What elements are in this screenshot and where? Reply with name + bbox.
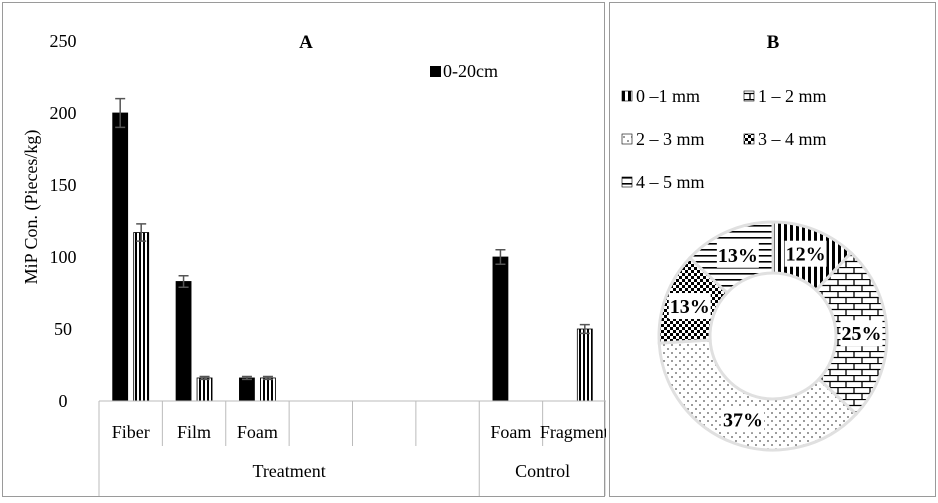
bar	[196, 377, 213, 402]
bar	[576, 328, 593, 402]
error-bar	[136, 223, 147, 242]
slice-label-box	[668, 293, 711, 320]
x-tick-label: Film	[177, 422, 211, 442]
bar	[175, 281, 192, 402]
legend-swatch	[621, 90, 633, 102]
slice-value: 12%	[786, 244, 826, 266]
legend-swatch	[743, 133, 755, 145]
chart-a-panel: A MiP Con. (Pieces/kg) 0 50 100 150 200 250 F…	[2, 2, 609, 497]
y-tick-label: 200	[50, 103, 77, 123]
legend-swatch-solid	[430, 66, 441, 77]
slice-value: 13%	[670, 296, 710, 318]
legend-label: 4 – 5 mm	[636, 172, 705, 192]
legend-label: 1 – 2 mm	[758, 86, 827, 106]
slice-value: 13%	[718, 245, 758, 267]
bar	[239, 377, 255, 402]
bar-chart-a: A MiP Con. (Pieces/kg) 0 50 100 150 200 250 F…	[21, 31, 609, 496]
x-tick-label: Fragment	[540, 422, 606, 442]
legend-entry: 4 – 5 mm	[621, 172, 705, 192]
slice-label: 13%	[716, 241, 759, 268]
x-tick-label: Foam	[237, 422, 278, 442]
legend-label: 0 –1 mm	[636, 86, 700, 106]
legend-entry: 2 – 3 mm	[621, 129, 705, 149]
legend-label: 2 – 3 mm	[636, 129, 705, 149]
error-bar	[262, 375, 273, 381]
bar	[133, 232, 150, 402]
legend-label: 3 – 4 mm	[758, 129, 827, 149]
error-bar	[178, 274, 189, 288]
legend-b: 0 –1 mm 1 – 2 mm 2 – 3 mm 3 – 4 mm 4 – 5 mm	[621, 86, 827, 192]
slice-label-box	[840, 320, 883, 347]
group-label: Control	[515, 461, 570, 481]
y-axis-label: MiP Con. (Pieces/kg)	[21, 130, 42, 285]
slice-value: 25%	[841, 323, 881, 345]
error-bar	[241, 375, 252, 381]
legend-swatch	[621, 133, 633, 145]
slice-label-box	[716, 241, 759, 268]
x-axis: Fiber Film Foam Foam Fragment Treatment Contro…	[98, 400, 609, 496]
legend-entry: 1 – 2 mm	[743, 86, 827, 106]
legend-swatch	[743, 90, 755, 102]
donut-chart-b: B 0 –1 mm 1 – 2 mm 2 – 3 mm 3 – 4 mm 4 – 5 m…	[621, 32, 889, 452]
group-label: Treatment	[252, 461, 325, 481]
chart-b-title: B	[767, 32, 780, 53]
error-bar	[115, 97, 126, 129]
bars	[112, 97, 593, 402]
bar	[492, 256, 509, 402]
legend-label: 0-20cm	[443, 61, 498, 81]
y-tick-label: 100	[50, 247, 77, 267]
x-tick-label: Foam	[490, 422, 531, 442]
y-tick-label: 50	[54, 319, 72, 339]
slice-value: 37%	[723, 409, 763, 431]
donut-slice	[657, 338, 859, 452]
slice-label: 13%	[668, 293, 711, 320]
slice-label: 12%	[784, 240, 827, 267]
y-tick-label: 0	[59, 391, 68, 411]
error-bar	[199, 375, 210, 381]
slice-label-box	[722, 406, 765, 433]
y-tick-label: 250	[50, 31, 77, 51]
chart-b-panel: B 0 –1 mm 1 – 2 mm 2 – 3 mm 3 – 4 mm 4 – 5 m…	[609, 2, 936, 497]
slice-label: 37%	[722, 406, 765, 433]
error-bar	[495, 249, 506, 265]
legend: 0-20cm	[430, 61, 498, 81]
slice-labels: 12% 25% 37% 13% 13%	[668, 240, 883, 433]
chart-a-title: A	[299, 32, 313, 53]
legend-swatch	[621, 176, 633, 188]
slice-label: 25%	[840, 320, 883, 347]
y-tick-label: 150	[50, 175, 77, 195]
bar	[260, 377, 276, 402]
bar	[112, 112, 129, 402]
legend-entry: 0 –1 mm	[621, 86, 700, 106]
slice-label-box	[784, 240, 827, 267]
legend-entry: 3 – 4 mm	[743, 129, 827, 149]
y-tick-labels: 0 50 100 150 200 250	[50, 31, 77, 411]
x-tick-label: Fiber	[112, 422, 150, 442]
error-bar	[579, 323, 590, 335]
donut	[657, 220, 889, 452]
